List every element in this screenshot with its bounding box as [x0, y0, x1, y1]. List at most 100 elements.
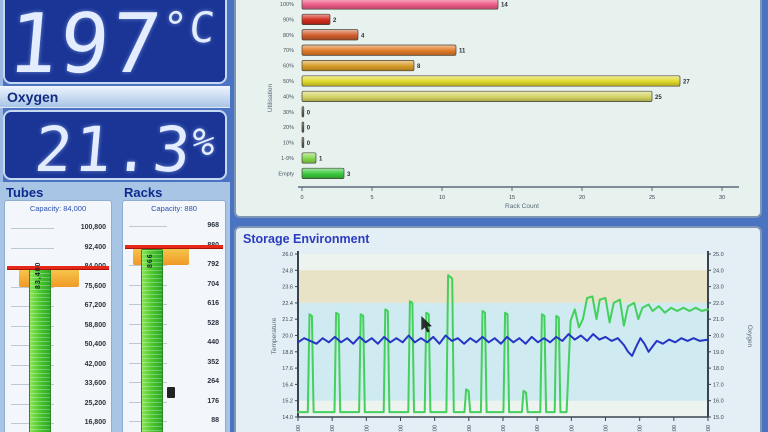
svg-text:Utilisation: Utilisation: [267, 84, 274, 113]
svg-text:50%: 50%: [283, 79, 294, 85]
gauge-marker: [167, 387, 175, 398]
bar: [301, 152, 317, 164]
bar: [301, 137, 305, 149]
gauge-tick-label: 352: [207, 358, 219, 366]
svg-text:08:00: 08:00: [433, 425, 439, 432]
svg-text:90%: 90%: [283, 17, 294, 23]
svg-text:Temperature: Temperature: [271, 317, 278, 354]
svg-text:1: 1: [319, 157, 323, 163]
capacity-limit-line: [7, 266, 109, 269]
tubes-title: Tubes: [6, 185, 44, 200]
svg-text:18.8: 18.8: [282, 350, 293, 356]
svg-text:Oxygen: Oxygen: [746, 325, 753, 348]
racks-title: Racks: [124, 185, 163, 200]
bar: [301, 13, 331, 25]
svg-text:11: 11: [459, 49, 466, 55]
svg-text:21.0: 21.0: [713, 317, 724, 323]
svg-text:27: 27: [683, 80, 690, 86]
svg-text:20%: 20%: [283, 125, 294, 131]
gauge-tick-label: 792: [207, 261, 219, 268]
level-value: 866: [147, 252, 154, 268]
oxygen-section-header: Oxygen: [0, 86, 230, 108]
svg-text:20.0: 20.0: [713, 334, 724, 340]
svg-text:17.0: 17.0: [713, 382, 724, 388]
svg-text:20:00: 20:00: [638, 425, 644, 432]
bar: [301, 106, 305, 118]
svg-text:8: 8: [417, 64, 421, 70]
svg-text:22:00: 22:00: [672, 425, 678, 432]
svg-text:20: 20: [579, 195, 585, 201]
racks-capacity-label: Capacity: 880: [151, 204, 197, 213]
oxygen-value: 21.3: [31, 112, 196, 180]
svg-text:16.4: 16.4: [282, 382, 293, 388]
svg-text:10: 10: [439, 195, 445, 201]
gauge-tick-label: 33,600: [84, 380, 106, 387]
bar: [301, 44, 457, 56]
gauge-tick-label: 25,200: [84, 399, 106, 407]
level-bar: [29, 268, 51, 432]
svg-text:02:00: 02:00: [330, 425, 336, 432]
gauge-tick-label: 616: [207, 300, 219, 307]
svg-text:23.0: 23.0: [713, 285, 724, 291]
gauge-tick-label: 440: [207, 339, 219, 346]
gauge-tick-label: 264: [207, 378, 219, 385]
bar: [301, 60, 415, 72]
svg-text:0: 0: [307, 126, 311, 132]
gauge-tick: [11, 247, 54, 249]
svg-text:1-9%: 1-9%: [281, 156, 294, 162]
svg-text:15.2: 15.2: [282, 399, 293, 405]
svg-text:24.8: 24.8: [282, 268, 293, 274]
gauge-tick-label: 704: [207, 280, 219, 288]
svg-text:16:00: 16:00: [569, 425, 575, 432]
bar: [301, 90, 653, 102]
gauge-tick-label: 92,400: [84, 243, 106, 251]
svg-text:25.0: 25.0: [713, 252, 724, 258]
rack-occupancy-panel: 100% 14 90% 2 80% 4 70% 11 60% 8 50% 27 40% 25 30% 0 20%…: [234, 0, 762, 218]
svg-text:04:00: 04:00: [364, 425, 370, 432]
oxygen-display: 21.3 %: [3, 110, 227, 180]
oxygen-unit: %: [190, 119, 219, 164]
svg-text:0: 0: [300, 195, 303, 201]
svg-text:14.0: 14.0: [282, 415, 293, 421]
svg-text:19.0: 19.0: [713, 350, 724, 356]
rack-occupancy-chart: 100% 14 90% 2 80% 4 70% 11 60% 8 50% 27 40% 25 30% 0 20%…: [267, 0, 739, 210]
bar: [301, 29, 359, 41]
svg-text:30%: 30%: [283, 110, 294, 116]
svg-text:70%: 70%: [283, 48, 294, 54]
svg-text:60%: 60%: [283, 64, 294, 70]
svg-text:40%: 40%: [283, 94, 294, 100]
svg-text:10:00: 10:00: [467, 425, 473, 432]
capacity-section: Tubes Racks Capacity: 84,000 100,800 92,4…: [0, 182, 230, 432]
gauge-tick-label: 16,800: [84, 419, 106, 426]
capacity-limit-line: [125, 244, 223, 248]
racks-gauge: Capacity: 880 96888079270461652844035226…: [122, 200, 226, 432]
temperature-unit: °C: [160, 2, 220, 52]
svg-text:3: 3: [347, 172, 351, 178]
svg-text:17.6: 17.6: [282, 366, 293, 372]
svg-text:0: 0: [307, 110, 311, 116]
svg-text:25: 25: [655, 95, 662, 101]
storage-environment-chart: 26.0 24.8 23.6 22.4 21.2 20.0 18.8 17.6 16.4 15.2…: [271, 251, 753, 432]
svg-text:24:00: 24:00: [706, 425, 712, 432]
svg-text:20.0: 20.0: [282, 334, 293, 340]
svg-text:16.0: 16.0: [713, 399, 724, 405]
svg-text:25: 25: [649, 195, 655, 201]
svg-text:21.2: 21.2: [282, 317, 293, 323]
mouse-cursor-icon: [421, 316, 432, 333]
storage-environment-panel: Storage Environment 26.0 24.8 23.6 22.4 21.2…: [234, 226, 762, 432]
gauge-tick: [129, 226, 167, 227]
svg-text:22.0: 22.0: [713, 301, 724, 307]
svg-text:00:00: 00:00: [296, 425, 302, 432]
svg-text:18.0: 18.0: [713, 366, 724, 372]
svg-text:26.0: 26.0: [282, 252, 293, 258]
gauge-tick-label: 75,600: [84, 282, 106, 290]
svg-text:23.6: 23.6: [282, 285, 293, 291]
svg-text:4: 4: [361, 33, 365, 39]
svg-text:30: 30: [719, 195, 725, 201]
gauge-tick-label: 176: [207, 397, 219, 405]
bar: [301, 121, 305, 133]
tubes-gauge: Capacity: 84,000 100,80092,40084,00075,6…: [4, 200, 112, 432]
svg-text:06:00: 06:00: [399, 425, 405, 432]
svg-text:2: 2: [333, 18, 337, 24]
